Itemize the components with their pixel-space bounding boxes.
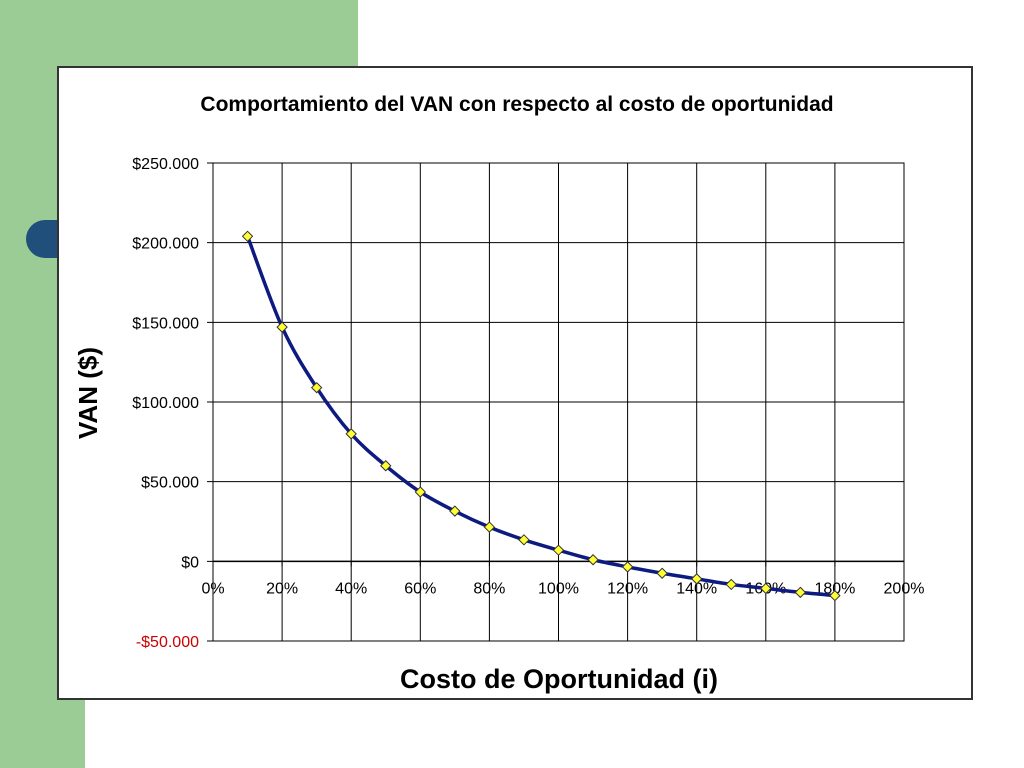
data-point (449, 505, 461, 517)
plot-area: $250.000 $200.000 $150.000 $100.000 $50.000 $… (132, 156, 924, 651)
data-point (380, 460, 392, 472)
y-tick-label: $200.000 (132, 236, 199, 253)
data-point (414, 486, 427, 498)
data-point (310, 381, 323, 394)
data-point (552, 544, 565, 556)
x-tick-label: 20% (266, 580, 298, 597)
y-tick-label: $100.000 (132, 395, 199, 412)
y-tick-label: -$50.000 (136, 634, 199, 651)
series-line (245, 235, 836, 598)
data-point (345, 428, 357, 440)
data-point (829, 589, 841, 602)
x-tick-label: 140% (676, 580, 717, 597)
data-point (621, 561, 634, 573)
van-chart: Comportamiento del VAN con respecto al c… (73, 93, 924, 694)
data-point (241, 230, 254, 243)
x-tick-label: 100% (538, 580, 579, 597)
background-green-top (85, 0, 358, 66)
y-tick-label: $150.000 (132, 315, 199, 332)
data-point (690, 573, 703, 585)
data-point (760, 582, 772, 595)
chart-frame: Comportamiento del VAN con respecto al c… (57, 66, 973, 700)
data-point (518, 534, 530, 546)
data-point (794, 586, 807, 599)
data-point (725, 578, 737, 591)
x-axis-label: Costo de Oportunidad (i) (400, 664, 718, 694)
x-tick-label: 80% (473, 580, 505, 597)
x-tick-label: 60% (404, 580, 436, 597)
y-axis-label: VAN ($) (73, 347, 103, 439)
data-point (276, 321, 288, 333)
x-tick-label: 0% (201, 580, 224, 597)
x-tick-label: 40% (335, 580, 367, 597)
y-tick-label: $250.000 (132, 156, 199, 173)
data-point (656, 567, 668, 579)
x-tick-label: 120% (607, 580, 648, 597)
y-tick-label: $50.000 (141, 475, 199, 492)
chart-title: Comportamiento del VAN con respecto al c… (200, 93, 833, 116)
data-point (483, 521, 496, 533)
data-point (587, 554, 599, 566)
y-tick-label: $0 (181, 554, 199, 571)
x-tick-label: 200% (884, 580, 925, 597)
